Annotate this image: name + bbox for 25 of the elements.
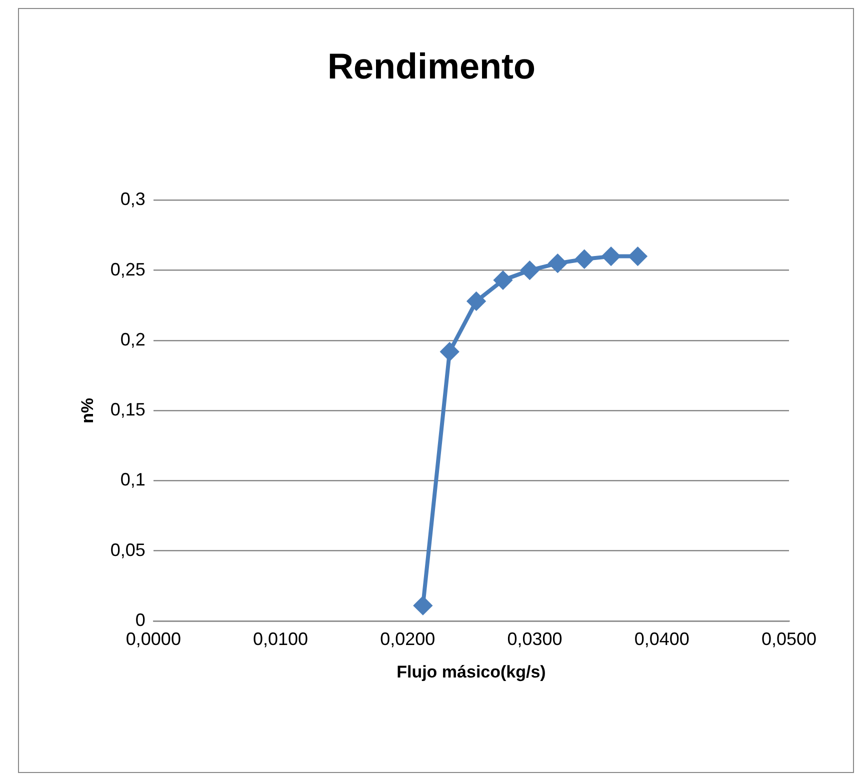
x-tick-label: 0,0500 [761,628,817,649]
y-tick-label: 0,15 [110,400,146,420]
x-tick-label: 0,0100 [253,628,308,649]
point [494,271,512,290]
point [548,254,567,272]
point [414,596,432,615]
point [628,247,647,266]
point [467,292,486,310]
x-tick-label: 0,0200 [380,628,436,649]
y-tick-label: 0,3 [120,189,146,210]
y-tick-label: 0,2 [120,329,146,350]
point [602,247,620,266]
y-tick-label: 0,25 [110,259,146,280]
point [520,261,539,280]
y-tick-label: 0,1 [120,470,146,490]
point [575,250,594,268]
y-axis-title: n% [78,398,97,424]
y-tick-label: 0 [135,610,146,630]
point [440,342,459,361]
y-tick-label: 0,05 [110,540,146,560]
x-tick-label: 0,0400 [634,628,690,649]
x-tick-label: 0,0300 [507,628,562,649]
x-tick-label: 0,0000 [126,628,181,649]
x-axis-title: Flujo másico(kg/s) [396,662,546,682]
chart-title: Rendimento [327,46,536,87]
